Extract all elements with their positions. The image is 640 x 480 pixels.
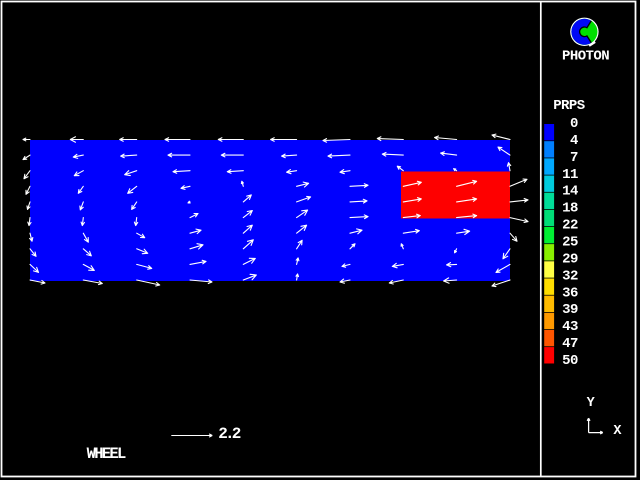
svg-text:22: 22: [562, 218, 578, 234]
svg-text:2.2: 2.2: [218, 425, 241, 443]
svg-text:WHEEL: WHEEL: [87, 445, 126, 463]
svg-text:32: 32: [562, 268, 578, 284]
svg-text:Y: Y: [587, 396, 596, 411]
svg-text:36: 36: [562, 285, 578, 301]
svg-text:0: 0: [570, 116, 578, 132]
svg-text:PRPS: PRPS: [553, 98, 585, 114]
svg-text:29: 29: [562, 251, 578, 267]
svg-text:18: 18: [562, 201, 578, 217]
svg-text:X: X: [613, 424, 622, 439]
svg-text:39: 39: [562, 302, 578, 318]
svg-text:14: 14: [562, 184, 578, 200]
svg-text:25: 25: [562, 235, 578, 251]
svg-text:11: 11: [562, 167, 578, 183]
svg-text:PHOTON: PHOTON: [562, 49, 609, 65]
svg-text:7: 7: [570, 150, 578, 166]
svg-text:47: 47: [562, 336, 578, 352]
svg-text:4: 4: [570, 133, 578, 149]
svg-text:50: 50: [562, 353, 578, 369]
svg-text:43: 43: [562, 319, 578, 335]
